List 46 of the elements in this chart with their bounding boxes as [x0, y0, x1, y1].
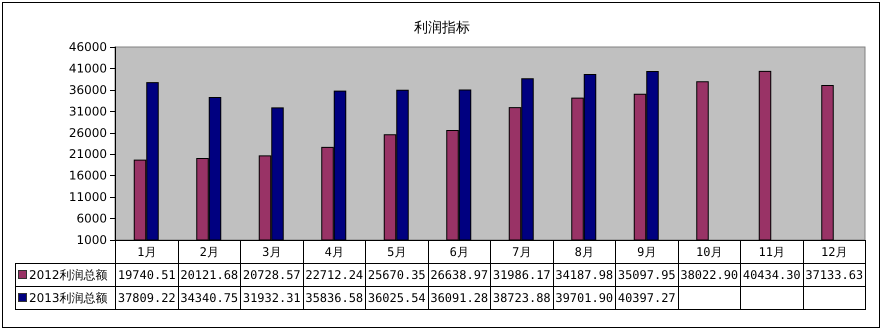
data-label: 40397.27	[615, 286, 678, 310]
y-tick-label: 11000	[68, 190, 107, 204]
data-label: 31986.17	[490, 263, 554, 287]
y-tick-label: 16000	[68, 168, 107, 183]
y-tick-label: 46000	[68, 40, 107, 54]
x-tick-label: 8月	[552, 240, 616, 264]
x-tick-label: 5月	[365, 240, 428, 264]
y-tick-label: 26000	[68, 126, 107, 140]
x-tick-label: 4月	[302, 240, 366, 264]
x-tick-label: 12月	[802, 240, 866, 264]
y-tick-label: 6000	[76, 212, 107, 226]
data-label: 36025.54	[365, 286, 428, 310]
data-label: 20121.68	[178, 263, 241, 287]
data-label: 34340.75	[178, 286, 241, 310]
data-label: 40434.30	[740, 263, 804, 287]
x-tick-label: 7月	[490, 240, 554, 264]
data-label: 31932.31	[240, 286, 304, 310]
data-label: 25670.35	[365, 263, 428, 287]
data-label: 22712.24	[302, 263, 366, 287]
data-label: 34187.98	[552, 263, 616, 287]
data-label: 38022.90	[678, 263, 741, 287]
y-tick-label: 1000	[76, 233, 107, 247]
x-tick-label: 10月	[678, 240, 741, 264]
data-label: 19740.51	[115, 263, 178, 287]
data-label: 35097.95	[615, 263, 678, 287]
data-label: 26638.97	[428, 263, 491, 287]
x-tick-label: 1月	[115, 240, 178, 264]
data-label: 35836.58	[302, 286, 366, 310]
y-tick-label: 41000	[68, 61, 107, 76]
data-label: 37809.22	[115, 286, 178, 310]
legend-label: 2013利润总额	[28, 290, 108, 306]
x-tick-label: 2月	[178, 240, 241, 264]
data-label: 37133.63	[802, 263, 866, 287]
x-tick-label: 11月	[740, 240, 804, 264]
x-tick-label: 6月	[428, 240, 491, 264]
chart-title: 利润指标	[414, 20, 470, 36]
data-label: 36091.28	[428, 286, 491, 310]
x-tick-label: 3月	[240, 240, 304, 264]
legend-label: 2012利润总额	[28, 266, 108, 284]
data-label: 38723.88	[490, 286, 554, 310]
data-label: 20728.57	[240, 263, 304, 287]
y-tick-label: 31000	[68, 104, 107, 118]
y-tick-label: 36000	[68, 82, 107, 97]
y-tick-label: 21000	[68, 147, 107, 162]
x-tick-label: 9月	[615, 240, 678, 264]
data-label: 39701.90	[552, 286, 616, 310]
